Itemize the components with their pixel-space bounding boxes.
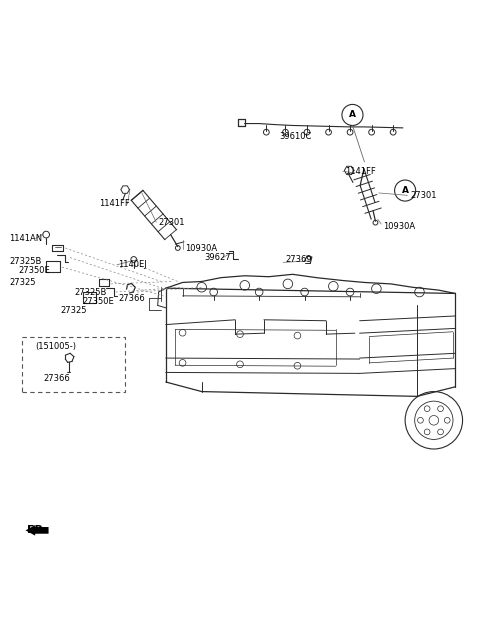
Text: 27325: 27325 [60, 306, 87, 315]
Text: 1141FF: 1141FF [99, 200, 130, 209]
Text: 27350E: 27350E [19, 266, 50, 275]
Text: 27366: 27366 [44, 374, 71, 382]
Text: 27325: 27325 [9, 278, 36, 287]
Text: A: A [402, 186, 408, 195]
Text: 10930A: 10930A [384, 222, 416, 231]
Text: 27369: 27369 [286, 255, 312, 265]
Text: 1141FF: 1141FF [345, 167, 376, 176]
Text: 39627: 39627 [204, 253, 231, 262]
Text: 27366: 27366 [118, 294, 144, 303]
FancyArrow shape [25, 525, 48, 536]
Text: 10930A: 10930A [185, 244, 217, 253]
Text: A: A [349, 110, 356, 120]
Text: 1140EJ: 1140EJ [118, 260, 147, 269]
Text: 27350E: 27350E [82, 297, 114, 306]
Text: 1141AN: 1141AN [9, 234, 42, 243]
Text: (151005-): (151005-) [35, 341, 76, 351]
Text: 39610C: 39610C [279, 132, 311, 142]
Text: FR.: FR. [27, 525, 48, 536]
Bar [22, 336, 125, 392]
Text: 27301: 27301 [410, 191, 436, 200]
Text: 27301: 27301 [158, 217, 185, 227]
Text: 27325B: 27325B [75, 287, 107, 297]
Text: 27325B: 27325B [9, 257, 42, 266]
